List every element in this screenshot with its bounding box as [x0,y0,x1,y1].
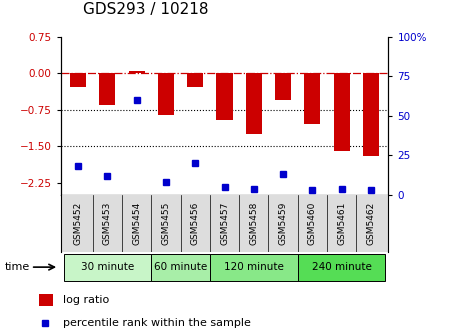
Text: GSM5458: GSM5458 [249,202,258,245]
FancyBboxPatch shape [298,254,385,281]
Text: GDS293 / 10218: GDS293 / 10218 [83,2,209,17]
Text: 60 minute: 60 minute [154,262,207,272]
Text: GSM5456: GSM5456 [191,202,200,245]
Bar [129,72,145,73]
Text: log ratio: log ratio [63,295,109,305]
Text: GSM5460: GSM5460 [308,202,317,245]
Bar [246,73,262,134]
Bar [304,73,320,124]
Bar [363,73,379,156]
Text: GSM5459: GSM5459 [278,202,287,245]
Text: GSM5462: GSM5462 [366,202,375,245]
Text: 120 minute: 120 minute [224,262,284,272]
Bar [158,73,174,115]
Bar [39,294,53,306]
FancyBboxPatch shape [210,254,298,281]
Text: time: time [4,262,30,272]
Text: 240 minute: 240 minute [312,262,371,272]
Bar [99,73,115,105]
Bar [70,73,86,87]
Text: GSM5454: GSM5454 [132,202,141,245]
Bar [275,73,291,100]
Text: percentile rank within the sample: percentile rank within the sample [63,318,251,328]
Text: GSM5455: GSM5455 [162,202,171,245]
Text: GSM5457: GSM5457 [220,202,229,245]
Text: 30 minute: 30 minute [81,262,134,272]
Bar [187,73,203,87]
Bar [334,73,350,151]
FancyBboxPatch shape [64,254,151,281]
Text: GSM5461: GSM5461 [337,202,346,245]
FancyBboxPatch shape [151,254,210,281]
Bar [216,73,233,120]
Text: GSM5452: GSM5452 [74,202,83,245]
Text: GSM5453: GSM5453 [103,202,112,245]
